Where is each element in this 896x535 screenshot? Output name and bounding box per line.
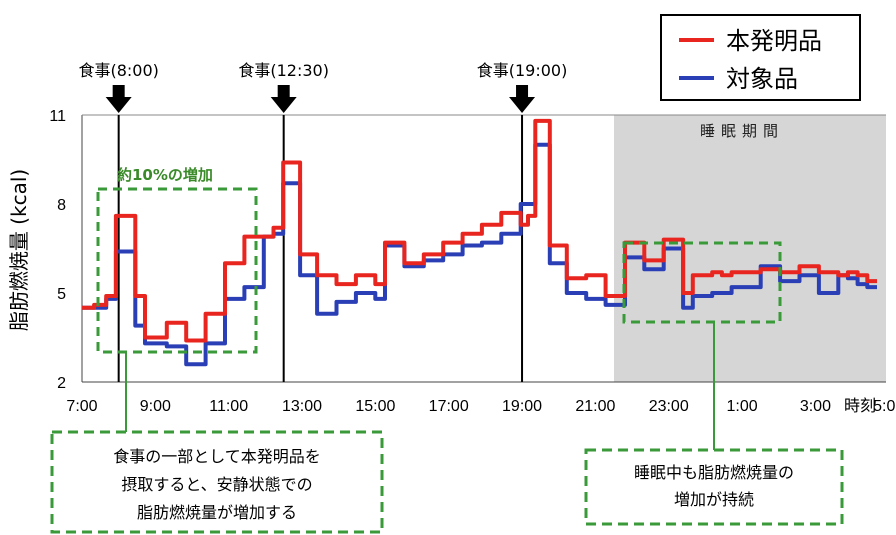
x-tick-label: 11:00 (209, 398, 248, 415)
meal-label: 食事(12:30) (238, 61, 329, 80)
sleep-period-shade (614, 115, 886, 382)
meal-arrow (270, 85, 297, 113)
meal-markers: 食事(8:00) 食事(12:30) 食事(19:00) (78, 61, 567, 382)
y-tick-label: 2 (57, 375, 66, 392)
legend-label: 対象品 (726, 65, 798, 93)
series-line (82, 118, 877, 343)
x-tick-label: 21:00 (575, 398, 615, 415)
x-tick-label: 1:00 (726, 398, 757, 415)
y-tick-label: 5 (57, 286, 66, 303)
callout-left-line: 脂肪燃焼量が増加する (137, 503, 297, 522)
callout-right-box (584, 448, 844, 526)
series-group (82, 118, 877, 367)
meal-arrow (509, 85, 536, 113)
x-tick-label: 17:00 (429, 398, 469, 415)
y-tick-label: 8 (57, 197, 66, 214)
callout-left-line: 食事の一部として本発明品を (113, 447, 321, 466)
x-tick-label: 5:00 (873, 398, 896, 415)
callout-left-box (50, 430, 384, 534)
x-tick-label: 19:00 (502, 398, 542, 415)
callout-right-line: 増加が持続 (674, 490, 754, 509)
increase-label: 約10%の増加 (117, 166, 213, 184)
x-tick-group: 7:00 9:00 11:00 13:00 15:00 17:00 19:00 21:00 23… (66, 398, 896, 415)
y-tick-label: 11 (49, 108, 66, 125)
x-tick-label: 3:00 (800, 398, 831, 415)
legend-label: 本発明品 (726, 27, 822, 55)
x-tick-label: 13:00 (282, 398, 322, 415)
increase-box (96, 187, 258, 354)
series-line (82, 142, 877, 367)
x-tick-label: 23:00 (649, 398, 689, 415)
legend-box (660, 14, 861, 101)
x-tick-label: 9:00 (140, 398, 171, 415)
meal-label: 食事(19:00) (477, 61, 568, 80)
sleep-increase-box (622, 241, 782, 324)
x-tick-label: 15:00 (355, 398, 395, 415)
x-tick-label: 7:00 (66, 398, 97, 415)
x-axis-label: 時刻 (844, 397, 876, 415)
meal-arrow (105, 85, 132, 113)
callout-right-line: 睡眠中も脂肪燃焼量の (634, 463, 794, 482)
y-axis-label: 脂肪燃焼量 (kcal) (7, 169, 31, 331)
sleep-period-label: 睡眠期間 (700, 122, 784, 140)
callout-left-line: 摂取すると、安静状態での (121, 475, 312, 494)
meal-label: 食事(8:00) (78, 61, 158, 80)
